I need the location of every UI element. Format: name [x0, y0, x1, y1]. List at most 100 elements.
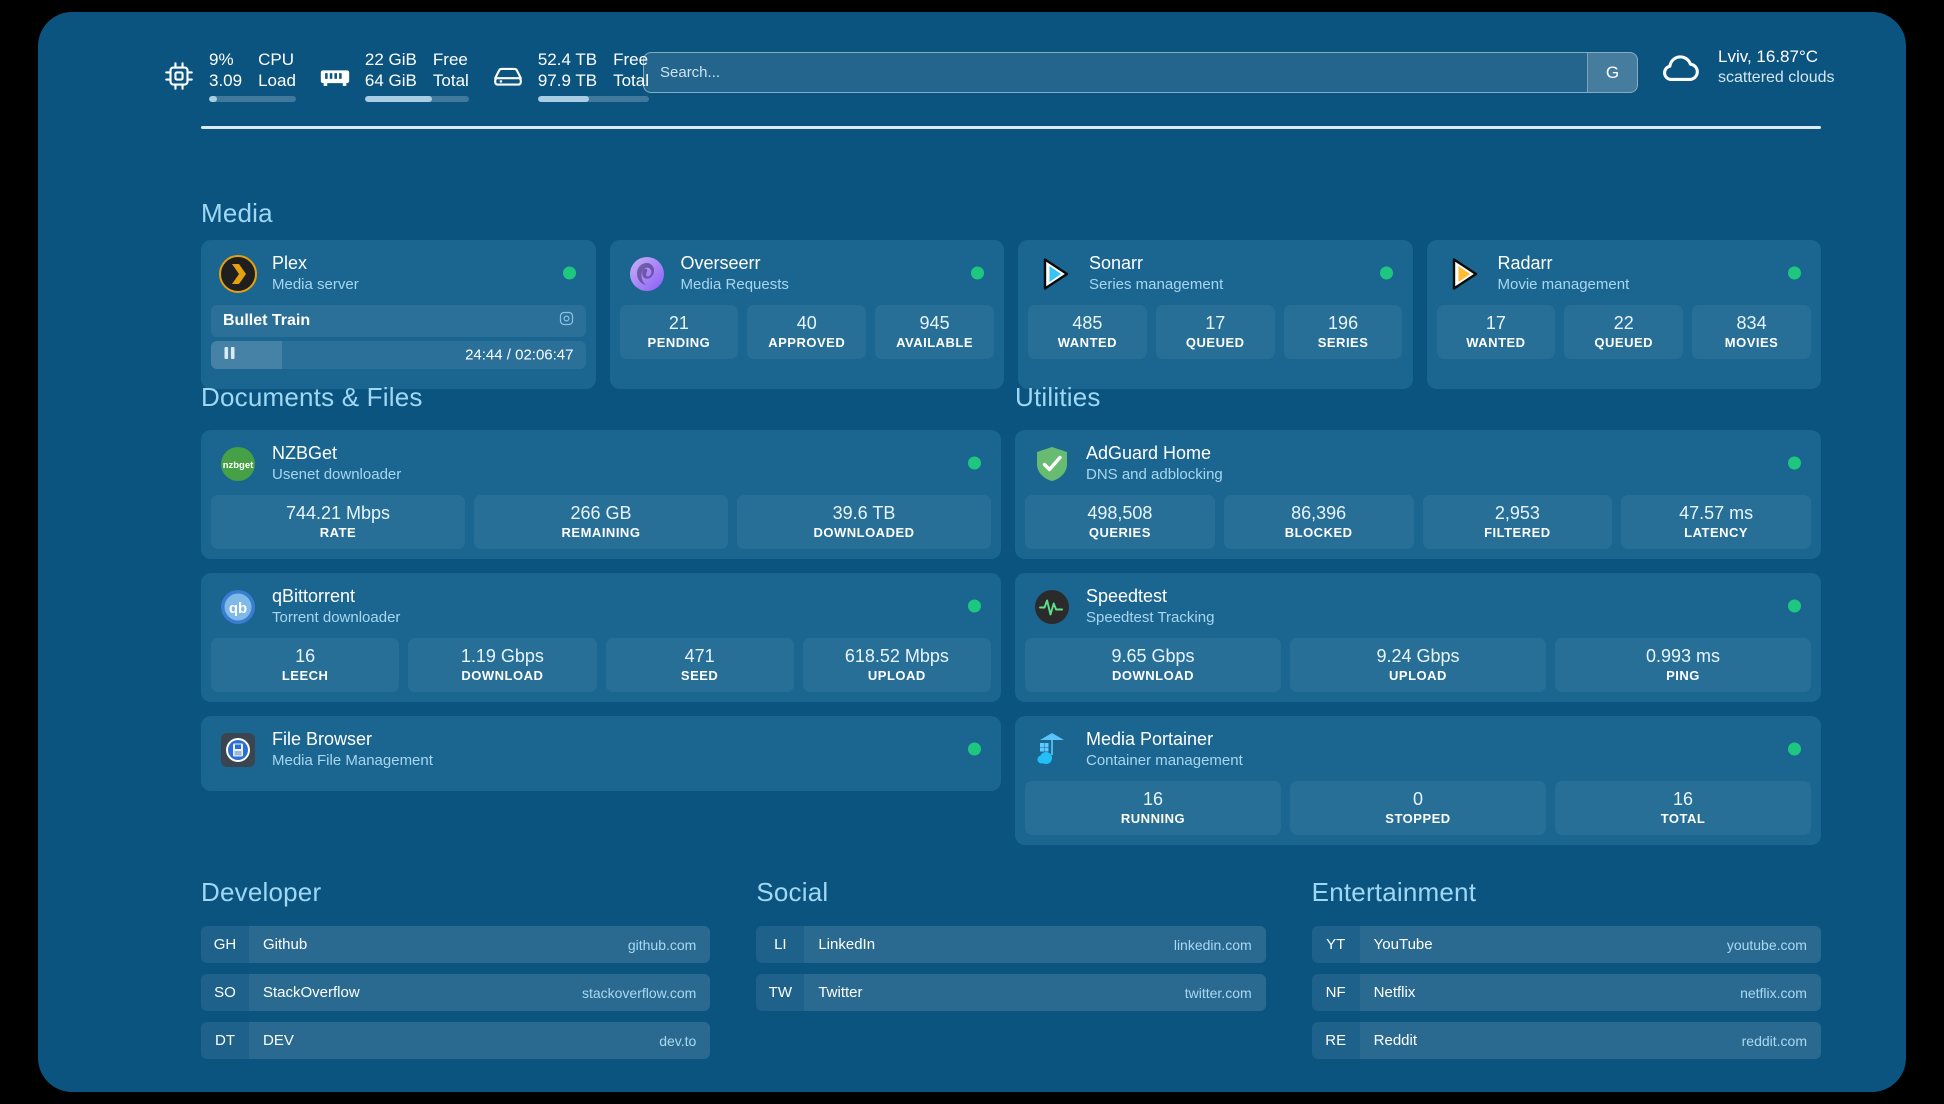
card-header[interactable]: nzbget NZBGet Usenet downloader [201, 430, 1001, 495]
stat-tile-value: 17 [1485, 313, 1506, 333]
stat-tile-label: RATE [319, 525, 357, 540]
stat-tile: 471 SEED [605, 638, 794, 692]
stat-memory: 22 GiB 64 GiB Free Total [318, 50, 469, 102]
card-header[interactable]: Sonarr Series management [1018, 240, 1413, 305]
bookmark-abbr: SO [201, 974, 249, 1011]
bookmark-body[interactable]: StackOverflow stackoverflow.com [249, 974, 711, 1011]
stat-value-bottom: 3.09 [209, 71, 243, 90]
stat-tile-label: DOWNLOAD [461, 668, 544, 683]
search-input[interactable] [644, 53, 1587, 92]
bookmark-body[interactable]: Reddit reddit.com [1359, 1022, 1821, 1059]
bookmark-group-title: Entertainment [1311, 877, 1477, 907]
card-header[interactable]: Overseerr Media Requests [610, 240, 1005, 305]
service-card[interactable]: Sonarr Series management 485 WANTED 17 QUEUED… [1018, 240, 1413, 389]
bookmark-body[interactable]: YouTube youtube.com [1359, 926, 1821, 963]
stat-tile-value: 21 [668, 313, 689, 333]
card-header[interactable]: File Browser Media File Management [201, 716, 1001, 781]
bookmark-item[interactable]: RE Reddit reddit.com [1311, 1022, 1821, 1059]
bookmark-abbr: GH [201, 926, 249, 963]
stat-tile-label: PING [1666, 668, 1700, 683]
adguard-logo [1033, 445, 1071, 483]
weather-widget: Lviv, 16.87°C scattered clouds [1658, 44, 1835, 90]
nzbget-logo: nzbget [219, 445, 257, 483]
stat-tile-value: 471 [684, 646, 715, 666]
bookmark-body[interactable]: LinkedIn linkedin.com [804, 926, 1266, 963]
card-subtitle: Series management [1089, 276, 1224, 293]
stat-tile-value: 22 [1613, 313, 1634, 333]
radarr-logo [1445, 255, 1483, 293]
stat-tile-label: DOWNLOADED [813, 525, 915, 540]
bookmark-body[interactable]: DEV dev.to [249, 1022, 711, 1059]
bookmark-item[interactable]: SO StackOverflow stackoverflow.com [201, 974, 711, 1011]
card-header[interactable]: Speedtest Speedtest Tracking [1015, 573, 1821, 638]
service-card[interactable]: File Browser Media File Management [201, 716, 1001, 791]
bookmark-item[interactable]: TW Twitter twitter.com [756, 974, 1266, 1011]
card-title: Speedtest [1086, 586, 1168, 606]
sonarr-logo [1036, 255, 1074, 293]
stat-tile-value: 40 [796, 313, 817, 333]
service-card[interactable]: Media Portainer Container management 16 RUN… [1015, 716, 1821, 845]
stat-label-top: Free [432, 50, 468, 69]
bookmark-item[interactable]: NF Netflix netflix.com [1311, 974, 1821, 1011]
bookmark-item[interactable]: YT YouTube youtube.com [1311, 926, 1821, 963]
stat-body-storage: 52.4 TB 97.9 TB Free Total [537, 50, 649, 102]
card-header[interactable]: Radarr Movie management [1427, 240, 1822, 305]
stat-tile: 16 LEECH [211, 638, 400, 692]
service-card[interactable]: nzbget NZBGet Usenet downloader 744.21 Mbps… [201, 430, 1001, 559]
stat-tile: 1.19 Gbps DOWNLOAD [408, 638, 597, 692]
overseerr-logo [628, 255, 666, 293]
stat-tile-label: LEECH [281, 668, 329, 683]
bookmark-body[interactable]: Twitter twitter.com [804, 974, 1266, 1011]
card-stat-row: 16 LEECH 1.19 Gbps DOWNLOAD 471 SEED 618.52 Mb… [201, 638, 1001, 702]
stat-progress-bar [364, 96, 469, 102]
stat-tile-value: 47.57 ms [1679, 503, 1754, 523]
service-card[interactable]: Speedtest Speedtest Tracking 9.65 Gbps DOWN… [1015, 573, 1821, 702]
stat-tile: 40 APPROVED [747, 305, 867, 359]
stat-tile-value: 498,508 [1087, 503, 1153, 523]
weather-location-temp: Lviv, 16.87°C [1718, 47, 1819, 66]
card-header[interactable]: AdGuard Home DNS and adblocking [1015, 430, 1821, 495]
speedtest-logo [1033, 588, 1071, 626]
stat-cpu: 9% 3.09 CPU Load [162, 50, 296, 102]
bookmark-item[interactable]: GH Github github.com [201, 926, 711, 963]
card-stat-row: 21 PENDING 40 APPROVED 945 AVAILABLE [610, 305, 1005, 369]
service-card[interactable]: qb qBittorrent Torrent downloader 16 LEECH 1.… [201, 573, 1001, 702]
status-indicator-online [1788, 599, 1801, 612]
system-stats: 9% 3.09 CPU Load 22 GiB 64 GiB Free Total 52.4 T… [162, 50, 649, 102]
service-card[interactable]: AdGuard Home DNS and adblocking 498,508 QUE… [1015, 430, 1821, 559]
stat-tile: 0 STOPPED [1290, 781, 1546, 835]
stat-label-bottom: Load [258, 71, 296, 90]
service-card[interactable]: Radarr Movie management 17 WANTED 22 QUEUED 83… [1426, 240, 1822, 389]
card-subtitle: Speedtest Tracking [1086, 609, 1215, 626]
stat-tile-value: 834 [1736, 313, 1767, 333]
bookmark-item[interactable]: LI LinkedIn linkedin.com [756, 926, 1266, 963]
stat-tile-label: UPLOAD [867, 668, 926, 683]
stat-tile: 22 QUEUED [1564, 305, 1684, 359]
card-header[interactable]: Plex Media server [201, 240, 596, 305]
card-header[interactable]: Media Portainer Container management [1015, 716, 1821, 781]
status-indicator-online [971, 266, 984, 279]
bookmark-body[interactable]: Github github.com [249, 926, 711, 963]
svg-text:nzbget: nzbget [223, 460, 254, 471]
stat-body-memory: 22 GiB 64 GiB Free Total [364, 50, 469, 102]
search-engine-button[interactable]: G [1587, 53, 1637, 92]
card-header[interactable]: qb qBittorrent Torrent downloader [201, 573, 1001, 638]
bookmark-group: Entertainment YT YouTube youtube.com NF Netfl… [1311, 877, 1821, 1059]
bookmark-body[interactable]: Netflix netflix.com [1359, 974, 1821, 1011]
stat-tile: 945 AVAILABLE [875, 305, 994, 359]
stat-tile: 9.24 Gbps UPLOAD [1290, 638, 1546, 692]
service-card[interactable]: Plex Media server Bullet Train 24:44 / 02:0… [201, 240, 596, 389]
stat-tile-label: QUERIES [1088, 525, 1151, 540]
search-bar[interactable]: G [643, 52, 1638, 93]
stat-tile-label: AVAILABLE [896, 335, 974, 350]
stat-value-top: 52.4 TB [537, 50, 598, 69]
bookmark-item[interactable]: DT DEV dev.to [201, 1022, 711, 1059]
bookmarks-row: Developer GH Github github.com SO StackOverfl… [201, 877, 1821, 1059]
now-playing-title-bar[interactable]: Bullet Train [211, 305, 586, 337]
service-card[interactable]: Overseerr Media Requests 21 PENDING 40 APPROV… [609, 240, 1005, 389]
gear-icon[interactable] [558, 310, 575, 332]
stat-progress-bar [209, 96, 296, 102]
card-stat-row: 498,508 QUERIES 86,396 BLOCKED 2,953 FILTERED… [1015, 495, 1821, 559]
now-playing-progress[interactable]: 24:44 / 02:06:47 [211, 341, 586, 369]
pause-icon[interactable] [223, 346, 236, 365]
